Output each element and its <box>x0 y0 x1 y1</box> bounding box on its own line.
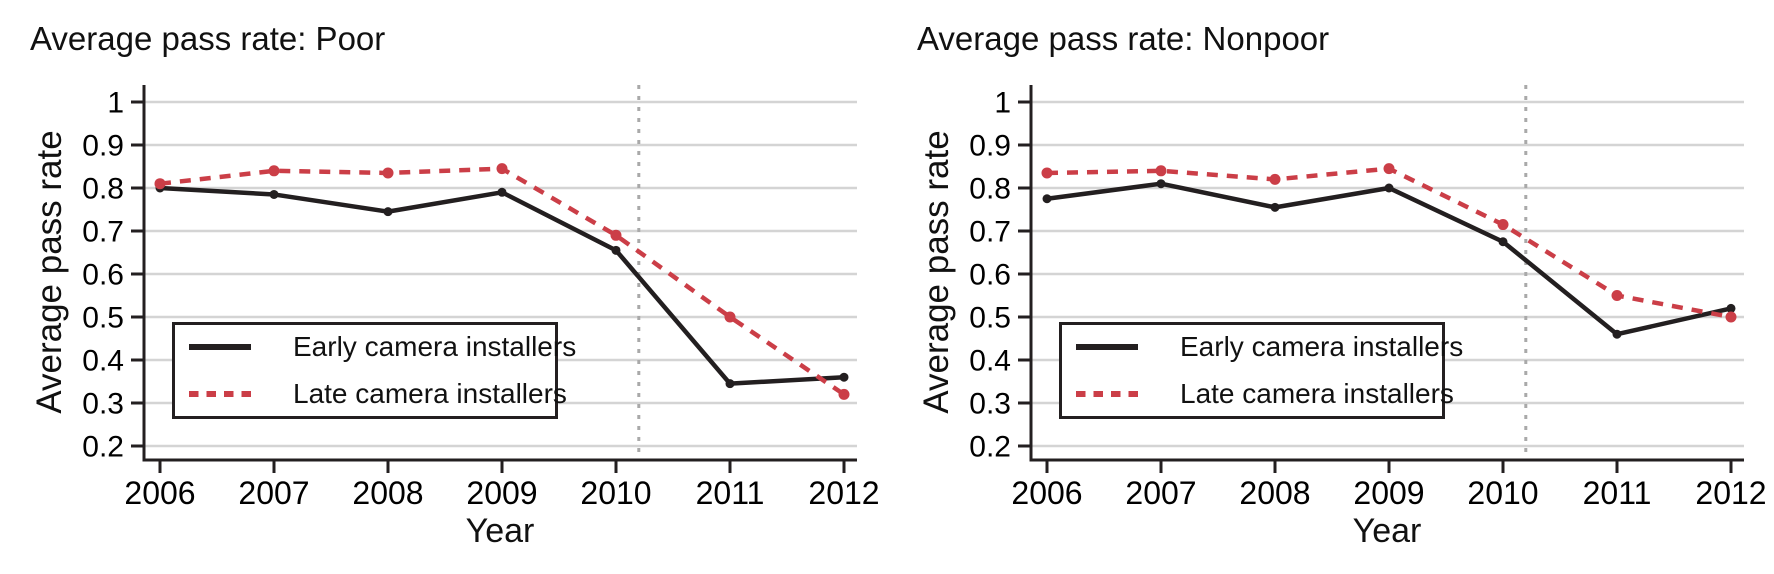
data-point-1 <box>382 167 394 179</box>
data-point-0 <box>611 245 621 255</box>
data-point-1 <box>1497 219 1509 231</box>
data-point-1 <box>1041 167 1053 179</box>
y-tick-label: 1 <box>107 87 124 120</box>
x-tick-label: 2011 <box>696 475 765 511</box>
data-point-1 <box>838 388 850 400</box>
data-point-1 <box>1725 311 1737 323</box>
data-point-1 <box>1269 173 1281 185</box>
x-tick-label: 2011 <box>1583 475 1652 511</box>
data-point-1 <box>1155 165 1167 177</box>
data-point-0 <box>1156 179 1166 189</box>
early-series-swatch <box>189 344 251 350</box>
chart-title-nonpoor: Average pass rate: Nonpoor <box>917 20 1330 57</box>
chart-title-poor: Average pass rate: Poor <box>30 20 386 57</box>
x-tick-label: 2010 <box>1467 475 1538 511</box>
y-tick-label: 0.9 <box>82 130 124 163</box>
x-axis-title: Year <box>465 512 535 550</box>
y-tick-label: 0.9 <box>969 130 1011 163</box>
data-point-0 <box>725 379 735 389</box>
data-point-0 <box>383 207 393 217</box>
x-tick-label: 2008 <box>1239 475 1310 511</box>
x-tick-label: 2009 <box>1353 475 1424 511</box>
y-tick-label: 0.6 <box>82 259 124 292</box>
late-series-swatch <box>1076 391 1138 397</box>
y-tick-label: 0.2 <box>82 431 124 464</box>
data-point-1 <box>1611 290 1623 301</box>
data-point-0 <box>1270 202 1280 212</box>
data-point-1 <box>496 163 508 175</box>
legend-item-late: Late camera installers <box>189 378 567 410</box>
x-tick-label: 2006 <box>1011 475 1082 511</box>
legend-item-early: Early camera installers <box>1076 331 1463 363</box>
legend: Early camera installers Late camera inst… <box>172 322 576 419</box>
y-axis-title: Average pass rate <box>30 130 69 414</box>
data-point-0 <box>269 189 279 199</box>
data-point-0 <box>839 372 849 382</box>
legend-label-late: Late camera installers <box>293 378 567 409</box>
data-point-0 <box>1612 329 1622 339</box>
legend-label-early: Early camera installers <box>293 331 577 362</box>
y-tick-label: 0.6 <box>969 259 1011 292</box>
data-point-0 <box>1498 237 1508 247</box>
chart-panel-poor: 1 0.9 0.8 0.7 0.6 0.5 0.4 0.3 0.2 2006 2007 2008 200… <box>30 20 880 550</box>
x-tick-label: 2010 <box>580 475 651 511</box>
data-point-0 <box>1726 303 1736 313</box>
x-tick-label: 2012 <box>1695 475 1766 511</box>
y-tick-label: 0.5 <box>82 302 124 335</box>
y-tick-label: 0.4 <box>82 345 124 378</box>
y-tick-label: 0.4 <box>969 345 1011 378</box>
x-tick-label: 2007 <box>1125 475 1196 511</box>
y-tick-label: 0.7 <box>82 216 124 249</box>
data-point-0 <box>497 187 507 197</box>
x-tick-label: 2009 <box>466 475 537 511</box>
legend-item-late: Late camera installers <box>1076 378 1454 410</box>
y-tick-label: 0.8 <box>969 173 1011 206</box>
y-tick-label: 0.8 <box>82 173 124 206</box>
y-tick-label: 0.3 <box>82 388 124 421</box>
data-point-0 <box>1042 194 1052 204</box>
data-point-1 <box>154 178 166 190</box>
legend-label-early: Early camera installers <box>1180 331 1464 362</box>
legend-item-early: Early camera installers <box>189 331 576 363</box>
data-point-0 <box>1384 183 1394 193</box>
late-series-swatch <box>189 391 251 397</box>
y-axis-title: Average pass rate <box>917 130 956 414</box>
y-tick-label: 0.7 <box>969 216 1011 249</box>
data-point-1 <box>1383 163 1395 175</box>
x-axis-title: Year <box>1352 512 1422 550</box>
x-tick-label: 2007 <box>238 475 309 511</box>
series-line-0 <box>1046 181 1732 337</box>
legend: Early camera installers Late camera inst… <box>1059 322 1463 419</box>
y-tick-label: 0.3 <box>969 388 1011 421</box>
y-tick-label: 0.5 <box>969 302 1011 335</box>
x-tick-label: 2006 <box>124 475 195 511</box>
early-series-swatch <box>1076 344 1138 350</box>
data-point-1 <box>610 229 622 241</box>
data-point-1 <box>724 311 736 323</box>
y-tick-label: 0.2 <box>969 431 1011 464</box>
data-point-1 <box>268 165 280 177</box>
x-tick-label: 2012 <box>808 475 879 511</box>
y-tick-label: 1 <box>994 87 1011 120</box>
chart-panel-nonpoor: 1 0.9 0.8 0.7 0.6 0.5 0.4 0.3 0.2 2006 2007 2008 200… <box>887 0 1774 574</box>
legend-label-late: Late camera installers <box>1180 378 1454 409</box>
x-tick-label: 2008 <box>352 475 423 511</box>
